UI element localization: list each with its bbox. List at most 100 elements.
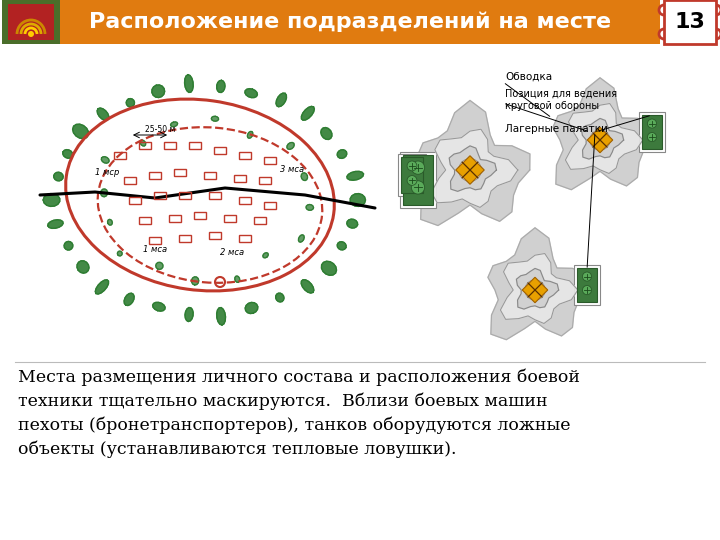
Polygon shape bbox=[245, 302, 258, 314]
Circle shape bbox=[582, 286, 592, 295]
Polygon shape bbox=[117, 251, 122, 256]
Polygon shape bbox=[522, 277, 548, 303]
Bar bbox=[149, 172, 161, 179]
Polygon shape bbox=[102, 157, 109, 163]
Polygon shape bbox=[350, 193, 366, 206]
Bar bbox=[209, 232, 221, 239]
Bar bbox=[214, 146, 226, 153]
FancyBboxPatch shape bbox=[639, 112, 665, 152]
Polygon shape bbox=[276, 293, 284, 302]
Polygon shape bbox=[126, 98, 135, 107]
Polygon shape bbox=[418, 100, 530, 226]
Polygon shape bbox=[153, 302, 165, 311]
Text: Лагерные палатки: Лагерные палатки bbox=[505, 124, 608, 134]
Polygon shape bbox=[63, 150, 73, 158]
Polygon shape bbox=[64, 241, 73, 250]
Bar bbox=[254, 217, 266, 224]
Polygon shape bbox=[263, 253, 269, 258]
Polygon shape bbox=[565, 104, 643, 173]
Polygon shape bbox=[43, 193, 60, 206]
Polygon shape bbox=[500, 253, 578, 323]
Polygon shape bbox=[54, 172, 63, 181]
Polygon shape bbox=[553, 78, 654, 190]
Bar bbox=[124, 177, 136, 184]
Polygon shape bbox=[185, 307, 193, 321]
FancyBboxPatch shape bbox=[60, 0, 660, 44]
Polygon shape bbox=[73, 124, 89, 139]
Circle shape bbox=[28, 31, 34, 37]
Bar bbox=[239, 152, 251, 159]
Polygon shape bbox=[101, 189, 107, 197]
Circle shape bbox=[407, 176, 417, 185]
Polygon shape bbox=[48, 220, 63, 228]
Bar bbox=[174, 168, 186, 176]
Bar bbox=[149, 237, 161, 244]
Polygon shape bbox=[140, 140, 145, 146]
Bar bbox=[239, 197, 251, 204]
Bar bbox=[234, 174, 246, 181]
Bar bbox=[169, 214, 181, 221]
Bar bbox=[164, 141, 176, 149]
Polygon shape bbox=[488, 228, 589, 340]
Text: 2 мса: 2 мса bbox=[220, 248, 244, 257]
Polygon shape bbox=[431, 129, 518, 207]
Bar bbox=[154, 192, 166, 199]
Text: Позиция для ведения: Позиция для ведения bbox=[505, 89, 617, 99]
Circle shape bbox=[411, 181, 425, 194]
Polygon shape bbox=[217, 80, 225, 92]
Circle shape bbox=[525, 280, 545, 300]
Bar bbox=[139, 217, 151, 224]
Polygon shape bbox=[302, 106, 315, 120]
Circle shape bbox=[590, 130, 611, 150]
FancyBboxPatch shape bbox=[402, 156, 433, 205]
FancyBboxPatch shape bbox=[8, 4, 54, 40]
Polygon shape bbox=[449, 146, 496, 191]
Polygon shape bbox=[301, 280, 314, 293]
Polygon shape bbox=[211, 116, 219, 122]
Bar bbox=[139, 141, 151, 149]
Polygon shape bbox=[287, 143, 294, 150]
Polygon shape bbox=[124, 293, 134, 306]
FancyBboxPatch shape bbox=[577, 268, 598, 302]
Text: Места размещения личного состава и расположения боевой
техники тщательно маскиру: Места размещения личного состава и распо… bbox=[18, 368, 580, 458]
Bar bbox=[194, 212, 206, 219]
Polygon shape bbox=[276, 93, 287, 107]
Bar bbox=[264, 201, 276, 208]
Circle shape bbox=[411, 161, 425, 174]
Text: 1 мср: 1 мср bbox=[95, 168, 120, 177]
Bar bbox=[179, 234, 191, 241]
FancyBboxPatch shape bbox=[664, 0, 716, 44]
Polygon shape bbox=[301, 173, 307, 180]
Bar bbox=[129, 197, 141, 204]
Polygon shape bbox=[184, 75, 193, 92]
Polygon shape bbox=[97, 108, 109, 120]
Text: 13: 13 bbox=[675, 12, 706, 32]
Bar bbox=[239, 234, 251, 241]
Polygon shape bbox=[581, 118, 624, 159]
Bar bbox=[189, 141, 201, 149]
Bar bbox=[264, 157, 276, 164]
Text: Обводка: Обводка bbox=[505, 72, 552, 82]
Polygon shape bbox=[235, 276, 240, 282]
Polygon shape bbox=[171, 122, 178, 127]
Text: 1 мса: 1 мса bbox=[143, 245, 167, 254]
Bar bbox=[179, 192, 191, 199]
Bar bbox=[259, 177, 271, 184]
Polygon shape bbox=[77, 261, 89, 273]
Bar bbox=[209, 192, 221, 199]
Polygon shape bbox=[247, 131, 253, 138]
Polygon shape bbox=[337, 242, 346, 250]
Bar bbox=[204, 172, 216, 179]
Circle shape bbox=[459, 159, 482, 181]
Polygon shape bbox=[347, 219, 358, 228]
Text: круговой обороны: круговой обороны bbox=[505, 101, 599, 111]
FancyBboxPatch shape bbox=[400, 152, 436, 208]
Polygon shape bbox=[321, 261, 336, 275]
FancyBboxPatch shape bbox=[397, 154, 426, 196]
Polygon shape bbox=[156, 262, 163, 269]
Polygon shape bbox=[192, 277, 199, 285]
Bar bbox=[114, 152, 126, 159]
Polygon shape bbox=[516, 268, 559, 309]
Circle shape bbox=[647, 132, 657, 141]
Text: 3 мса: 3 мса bbox=[280, 165, 304, 174]
